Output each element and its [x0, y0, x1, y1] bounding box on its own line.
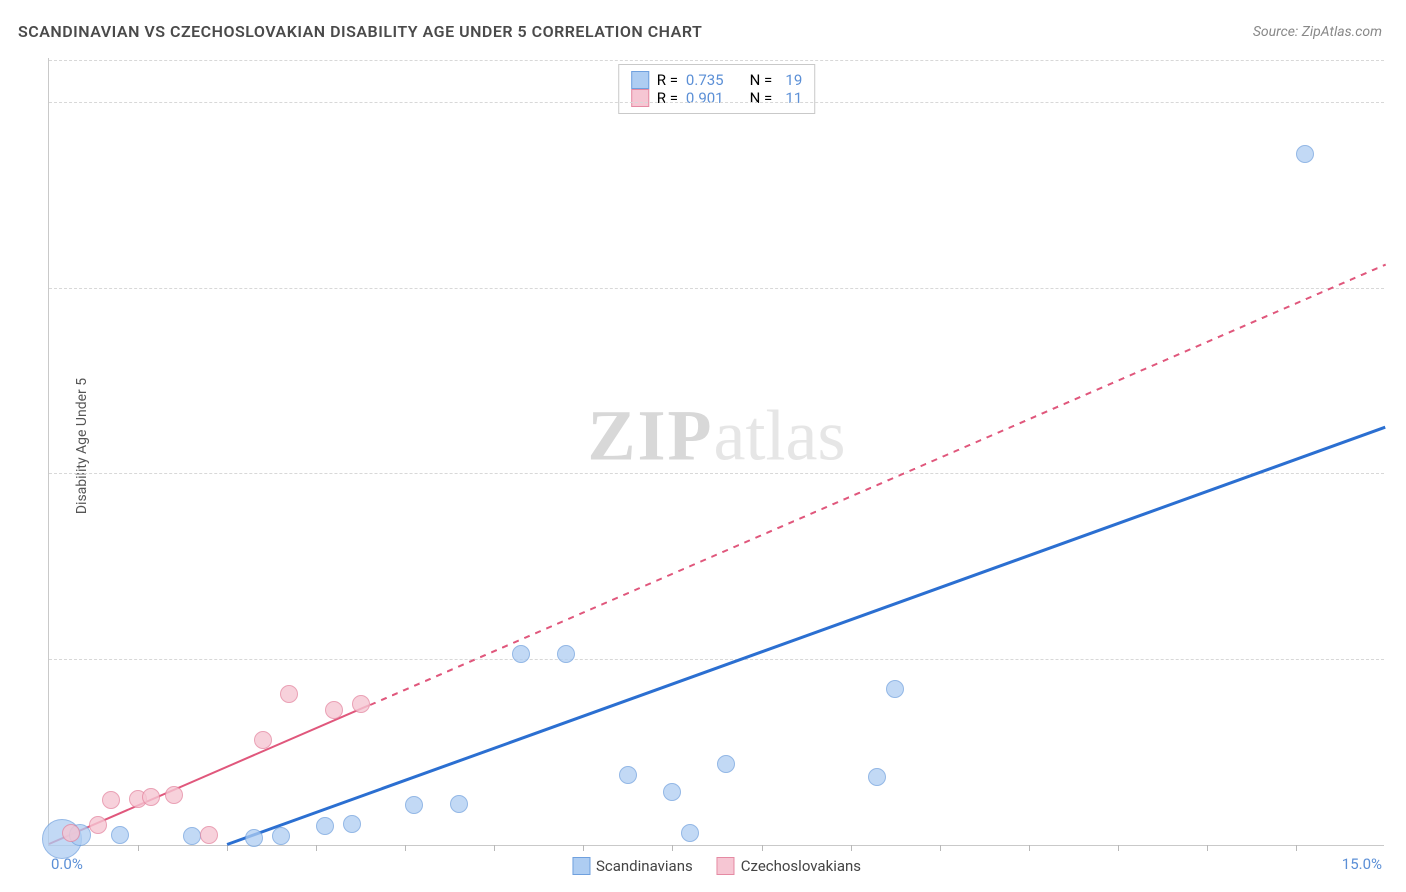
x-tick-mark	[583, 845, 584, 851]
scatter-plot-area: ZIPatlas R =0.735N =19R =0.901N =11 Scan…	[48, 58, 1384, 846]
x-tick-mark	[1207, 845, 1208, 851]
scatter-point-czechoslovakians	[165, 786, 183, 804]
scatter-point-scandinavians	[868, 768, 886, 786]
correlation-legend: R = 0.735 N = 19 R = 0.901 N = 11	[618, 64, 816, 114]
trend-line	[227, 425, 1386, 845]
scatter-point-czechoslovakians	[280, 685, 298, 703]
r-value: 0.901	[686, 89, 724, 107]
scatter-point-scandinavians	[405, 796, 423, 814]
source-attribution: Source: ZipAtlas.com	[1253, 24, 1382, 40]
scatter-point-scandinavians	[343, 815, 361, 833]
scatter-point-scandinavians	[316, 817, 334, 835]
scatter-point-scandinavians	[111, 826, 129, 844]
scatter-point-scandinavians	[183, 827, 201, 845]
legend-item-czechoslovakians: Czechoslovakians	[717, 857, 861, 875]
scatter-point-scandinavians	[557, 645, 575, 663]
chart-title: SCANDINAVIAN VS CZECHOSLOVAKIAN DISABILI…	[18, 22, 702, 41]
scatter-point-czechoslovakians	[89, 816, 107, 834]
gridline	[49, 659, 1384, 660]
legend-row-czechoslovakians: R = 0.901 N = 11	[631, 89, 803, 107]
n-label: N =	[750, 89, 773, 107]
n-value: 11	[780, 89, 802, 107]
gridline	[49, 60, 1384, 61]
scatter-point-czechoslovakians	[352, 695, 370, 713]
n-value: 19	[780, 71, 802, 89]
legend-item-scandinavians: Scandinavians	[572, 857, 693, 875]
legend-row-scandinavians: R = 0.735 N = 19	[631, 71, 803, 89]
scatter-point-czechoslovakians	[62, 824, 80, 842]
legend-label: Scandinavians	[596, 857, 693, 875]
r-label: R =	[657, 89, 678, 107]
gridline	[49, 288, 1384, 289]
r-value: 0.735	[686, 71, 724, 89]
scatter-point-scandinavians	[663, 783, 681, 801]
watermark: ZIPatlas	[588, 394, 846, 477]
scatter-point-czechoslovakians	[102, 791, 120, 809]
scatter-point-czechoslovakians	[254, 731, 272, 749]
scatter-point-scandinavians	[245, 829, 263, 847]
series-legend: Scandinavians Czechoslovakians	[572, 857, 861, 875]
x-tick-mark	[405, 845, 406, 851]
x-tick-mark	[762, 845, 763, 851]
x-tick-mark	[316, 845, 317, 851]
x-tick-mark	[1296, 845, 1297, 851]
legend-swatch	[631, 71, 649, 89]
scatter-point-scandinavians	[619, 766, 637, 784]
scatter-point-czechoslovakians	[142, 788, 160, 806]
legend-swatch	[717, 857, 735, 875]
x-tick-mark	[1029, 845, 1030, 851]
scatter-point-scandinavians	[886, 680, 904, 698]
gridline	[49, 473, 1384, 474]
scatter-point-scandinavians	[717, 755, 735, 773]
scatter-point-scandinavians	[681, 824, 699, 842]
x-tick-mark	[227, 845, 228, 851]
x-tick-mark	[851, 845, 852, 851]
legend-swatch	[572, 857, 590, 875]
x-tick-mark	[138, 845, 139, 851]
x-tick-mark	[672, 845, 673, 851]
n-label: N =	[750, 71, 773, 89]
scatter-point-czechoslovakians	[200, 826, 218, 844]
scatter-point-scandinavians	[450, 795, 468, 813]
watermark-zip: ZIP	[588, 395, 714, 475]
r-label: R =	[657, 71, 678, 89]
legend-label: Czechoslovakians	[741, 857, 861, 875]
x-tick-mark	[1118, 845, 1119, 851]
scatter-point-scandinavians	[1296, 145, 1314, 163]
trend-line	[369, 264, 1385, 706]
scatter-point-scandinavians	[272, 827, 290, 845]
x-tick-mark	[494, 845, 495, 851]
watermark-atlas: atlas	[714, 395, 846, 475]
x-tick-label: 15.0%	[1342, 855, 1382, 873]
gridline	[49, 102, 1384, 103]
legend-swatch	[631, 89, 649, 107]
x-tick-mark	[940, 845, 941, 851]
scatter-point-scandinavians	[512, 645, 530, 663]
scatter-point-czechoslovakians	[325, 701, 343, 719]
